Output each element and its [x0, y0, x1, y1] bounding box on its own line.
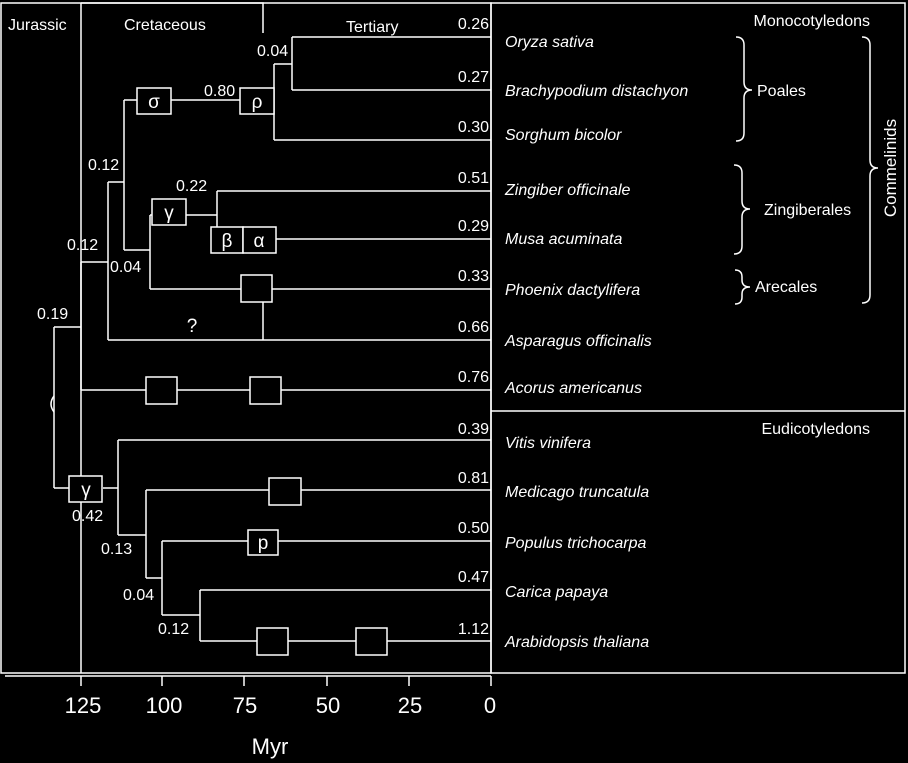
group-eudicotyledons: Eudicotyledons	[761, 421, 870, 438]
wgd-label-rho: ρ	[252, 92, 263, 113]
species-arabidopsis: Arabidopsis thaliana	[504, 634, 649, 651]
group-zingiberales: Zingiberales	[764, 202, 851, 219]
species-populus: Populus trichocarpa	[505, 535, 647, 552]
label-panel-frame	[490, 2, 906, 674]
cretaceous-boundary	[81, 2, 264, 33]
wgd-box-medicago	[268, 477, 302, 506]
species-acorus: Acorus americanus	[504, 380, 642, 397]
wgd-label-unknown: ?	[187, 316, 198, 337]
ks-value-vitis: 0.39	[458, 421, 489, 438]
ks-value-asparagus: 0.66	[458, 319, 489, 336]
branch-populus	[161, 540, 491, 616]
wgd-box-populus	[247, 529, 279, 556]
ks-value-populus: 0.50	[458, 520, 489, 537]
species-labels: Oryza sativa Brachypodium distachyon Sor…	[504, 34, 688, 651]
group-poales: Poales	[757, 83, 806, 100]
ks-value-zingiber: 0.51	[458, 170, 489, 187]
axis-label-100: 100	[146, 693, 183, 718]
node-value-eudicot-brassicales: 0.12	[158, 621, 189, 638]
species-sorghum: Sorghum bicolor	[505, 127, 622, 144]
ks-value-carica: 0.47	[458, 569, 489, 586]
ks-value-arabidopsis: 1.12	[458, 621, 489, 638]
node-value-poales-crown: 0.04	[257, 43, 288, 60]
wgd-box-phoenix	[240, 274, 273, 303]
axis-label-75: 75	[233, 693, 257, 718]
wgd-label-sigma: σ	[148, 92, 160, 113]
species-vitis: Vitis vinifera	[505, 435, 591, 452]
wgd-box-gamma-eudicot	[68, 475, 103, 503]
node-value-monocot-root: 0.19	[37, 306, 68, 323]
ks-value-sorghum: 0.30	[458, 119, 489, 136]
node-value-commelinid: 0.12	[88, 157, 119, 174]
branch-medicago	[145, 489, 491, 579]
wgd-box-arabidopsis-2	[355, 627, 388, 656]
group-braces	[733, 36, 879, 305]
species-zingiber: Zingiber officinale	[504, 182, 631, 199]
brace-commelinids	[861, 36, 879, 304]
brace-poales	[735, 36, 753, 142]
species-phoenix: Phoenix dactylifera	[505, 282, 640, 299]
wgd-boxes	[68, 87, 388, 656]
species-brachypodium: Brachypodium distachyon	[505, 83, 688, 100]
wgd-label-gamma-monocot: γ	[164, 203, 174, 224]
ks-value-medicago: 0.81	[458, 470, 489, 487]
tip-ks-values: 0.26 0.27 0.30 0.51 0.29 0.33 0.66 0.76 …	[458, 16, 489, 638]
node-value-zing-musa: 0.22	[176, 178, 207, 195]
period-cretaceous: Cretaceous	[124, 17, 206, 34]
brace-arecales	[734, 269, 751, 305]
group-arecales: Arecales	[755, 279, 817, 296]
wgd-box-alpha	[242, 226, 277, 254]
node-value-commelinid-phoenix: 0.04	[110, 259, 141, 276]
species-carica: Carica papaya	[505, 584, 608, 601]
ks-value-oryza: 0.26	[458, 16, 489, 33]
wgd-box-acorus-2	[249, 376, 282, 405]
branch-angiosperm-root	[53, 326, 83, 489]
wgd-box-arabidopsis-1	[256, 627, 289, 656]
axis-label-50: 50	[316, 693, 340, 718]
group-monocotyledons: Monocotyledons	[753, 13, 870, 30]
axis-title: Myr	[252, 734, 289, 759]
wgd-box-sigma	[136, 87, 172, 115]
period-tertiary: Tertiary	[346, 19, 398, 36]
wgd-label-p: p	[258, 533, 269, 554]
group-commelinids: Commelinids	[881, 119, 900, 217]
wgd-label-gamma-eudicot: γ	[81, 480, 91, 501]
node-value-eudicot-gamma: 0.42	[72, 508, 103, 525]
axis-label-0: 0	[484, 693, 496, 718]
ks-value-acorus: 0.76	[458, 369, 489, 386]
wgd-box-gamma-monocot	[151, 198, 187, 226]
node-value-sigma-rho: 0.80	[204, 83, 235, 100]
period-jurassic: Jurassic	[8, 17, 67, 34]
node-value-eudicot-populus: 0.04	[123, 587, 154, 604]
branch-asparagus	[107, 181, 491, 341]
branch-commelinid-join	[123, 100, 150, 251]
species-musa: Musa acuminata	[505, 231, 622, 248]
wgd-label-beta: β	[222, 231, 233, 252]
species-asparagus: Asparagus officinalis	[504, 333, 652, 350]
branch-phoenix	[149, 214, 491, 290]
wgd-box-acorus-1	[145, 376, 178, 405]
time-axis: 125 100 75 50 25 0 Myr	[5, 675, 496, 759]
branch-carica-arabidopsis	[199, 589, 491, 642]
wgd-box-rho	[239, 87, 275, 115]
node-value-monocot-asparagus: 0.12	[67, 237, 98, 254]
root-brace-mark	[50, 395, 55, 413]
brace-zingiberales	[733, 164, 751, 255]
species-medicago: Medicago truncatula	[505, 484, 649, 501]
branch-vitis	[103, 439, 491, 536]
branch-acorus	[80, 261, 491, 391]
axis-label-125: 125	[65, 693, 102, 718]
axis-label-25: 25	[398, 693, 422, 718]
ks-value-brachypodium: 0.27	[458, 69, 489, 86]
species-oryza: Oryza sativa	[505, 34, 594, 51]
wgd-label-alpha: α	[254, 231, 265, 252]
ks-value-musa: 0.29	[458, 218, 489, 235]
ks-value-phoenix: 0.33	[458, 268, 489, 285]
node-value-eudicot-medicago: 0.13	[101, 541, 132, 558]
